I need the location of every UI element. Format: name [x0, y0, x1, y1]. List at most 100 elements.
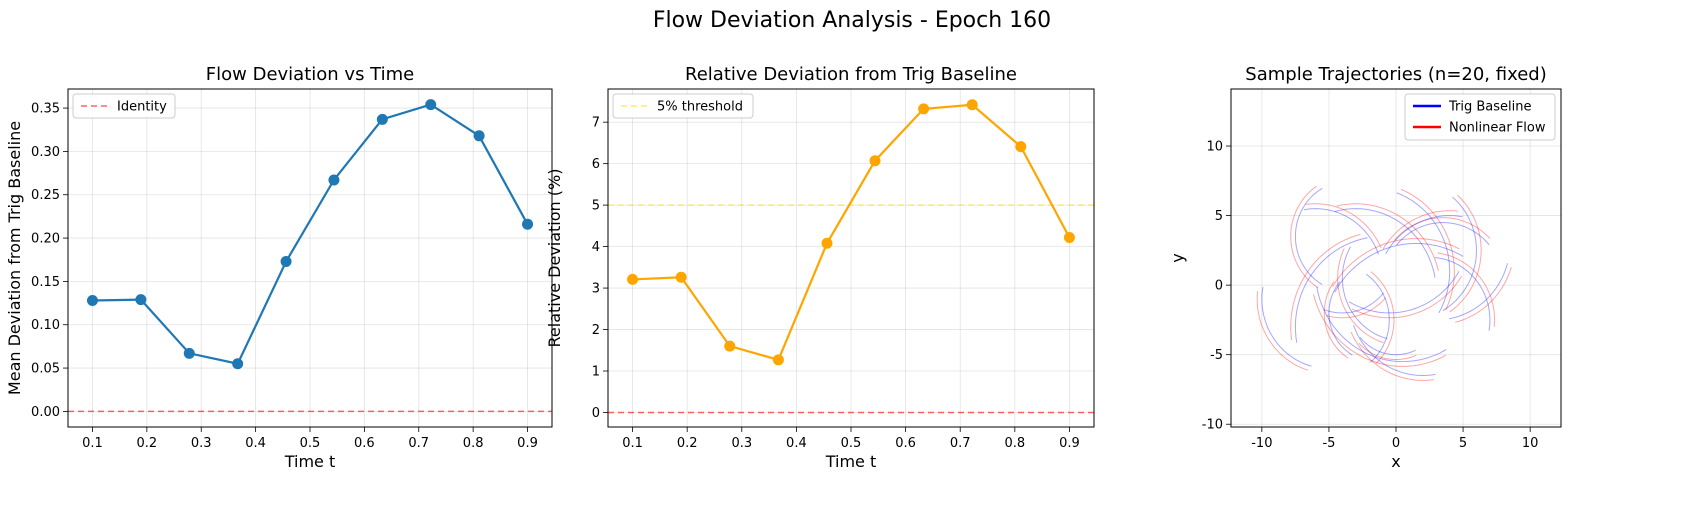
y-tick-label: 4: [592, 240, 600, 255]
trig-baseline-trajectory: [1294, 187, 1323, 286]
y-tick-label: 0.20: [31, 232, 60, 247]
nonlinear-flow-trajectory: [1290, 185, 1319, 289]
y-tick-label: -10: [1202, 418, 1223, 433]
x-tick-label: 0.1: [622, 436, 643, 451]
y-tick-label: -5: [1210, 348, 1223, 363]
nonlinear-flow-trajectory: [1337, 248, 1384, 344]
nonlinear-flow-trajectory: [1332, 238, 1460, 287]
legend-label: Nonlinear Flow: [1449, 121, 1546, 136]
data-point: [724, 340, 736, 352]
trajectory-group: [1256, 185, 1512, 381]
trig-baseline-trajectory: [1385, 215, 1463, 255]
nonlinear-flow-trajectory: [1358, 342, 1417, 360]
panel-sample-trajectories: -10 -5 0 5 10 -10 -5 0 5 10 Sample Trajectories (n…: [1168, 64, 1562, 471]
nonlinear-flow-trajectory: [1382, 210, 1458, 250]
flow-deviation-x-axis-label: Time t: [284, 452, 336, 471]
x-tick-label: 0.5: [841, 436, 862, 451]
data-point: [1063, 231, 1075, 243]
y-tick-label: 0.25: [31, 188, 60, 203]
relative-deviation-x-axis-label: Time t: [825, 452, 877, 471]
series-line: [92, 103, 529, 365]
nonlinear-flow-trajectory: [1449, 194, 1482, 313]
trajectories-y-axis-label: y: [1168, 253, 1187, 262]
trig-baseline-trajectory: [1261, 286, 1312, 367]
trig-baseline-trajectory: [1434, 257, 1491, 331]
x-tick-label: 0.2: [677, 436, 698, 451]
legend-box: [72, 93, 176, 119]
trig-baseline-trajectory: [1334, 242, 1464, 293]
trig-baseline-trajectory: [1303, 208, 1379, 255]
series-line: [632, 103, 1071, 362]
figure-title: Flow Deviation Analysis - Epoch 160: [653, 8, 1051, 33]
flow-deviation-y-axis-label: Mean Deviation from Trig Baseline: [5, 121, 24, 395]
data-point: [675, 271, 687, 283]
y-tick-label: 0: [1215, 279, 1223, 294]
trig-baseline-trajectory: [1341, 246, 1388, 340]
x-tick-label: -5: [1322, 436, 1335, 451]
y-tick-label: 0.10: [31, 318, 60, 333]
y-tick-label: 3: [592, 282, 600, 297]
nonlinear-flow-trajectory: [1400, 188, 1455, 311]
y-tick-label: 0.15: [31, 275, 60, 290]
nonlinear-flow-trajectory: [1256, 291, 1309, 371]
axes-frame: [1230, 88, 1562, 428]
data-point: [425, 99, 437, 111]
nonlinear-flow-trajectory: [1313, 294, 1447, 367]
data-point: [627, 273, 639, 285]
trig-baseline-trajectory: [1396, 221, 1490, 246]
x-tick-label: 0.5: [300, 436, 321, 451]
y-tick-label: 0.30: [31, 145, 60, 160]
data-point: [183, 347, 195, 359]
trajectories-title: Sample Trajectories (n=20, fixed): [1245, 64, 1546, 85]
trig-baseline-trajectory: [1353, 325, 1436, 377]
axes-frame: [67, 88, 553, 428]
nonlinear-flow-trajectory: [1323, 281, 1349, 359]
data-point: [772, 354, 784, 366]
nonlinear-flow-trajectory: [1394, 217, 1491, 241]
nonlinear-flow-trajectory: [1336, 203, 1439, 271]
trig-baseline-trajectory: [1316, 286, 1447, 363]
x-tick-label: 0: [1392, 436, 1400, 451]
y-tick-label: 0.00: [31, 405, 60, 420]
x-tick-label: 0.6: [895, 436, 916, 451]
y-tick-label: 6: [592, 157, 600, 172]
trig-baseline-trajectory: [1348, 270, 1460, 314]
panel-flow-deviation: 0.1 0.2 0.3 0.4 0.5 0.6 0.7 0.8 0.9 0.00 0.05 0.10 0…: [5, 64, 553, 471]
legend-label: Trig Baseline: [1448, 100, 1532, 115]
data-point: [1015, 141, 1027, 153]
y-tick-label: 2: [592, 323, 600, 338]
x-tick-label: 5: [1459, 436, 1467, 451]
y-tick-label: 7: [592, 116, 600, 131]
trig-baseline-trajectory: [1294, 237, 1368, 343]
x-tick-label: 0.1: [82, 436, 103, 451]
data-point: [376, 113, 388, 125]
trig-baseline-trajectory: [1448, 263, 1508, 320]
relative-deviation-y-axis-label: Relative Deviation (%): [545, 169, 564, 348]
y-tick-label: 1: [592, 365, 600, 380]
axes-frame: [607, 88, 1095, 428]
x-tick-label: 0.4: [786, 436, 807, 451]
data-point: [869, 155, 881, 167]
x-tick-label: 0.7: [950, 436, 971, 451]
y-tick-label: 5: [592, 199, 600, 214]
nonlinear-flow-trajectory: [1305, 203, 1382, 249]
trig-baseline-trajectory: [1396, 192, 1451, 314]
x-tick-label: 0.8: [463, 436, 484, 451]
y-tick-label: 0.35: [31, 102, 60, 117]
trig-baseline-trajectory: [1323, 292, 1384, 314]
x-tick-label: 0.3: [191, 436, 212, 451]
x-tick-label: -10: [1251, 436, 1272, 451]
data-point: [918, 103, 930, 115]
legend-label: 5% threshold: [657, 100, 743, 115]
y-tick-label: 0.05: [31, 362, 60, 377]
x-tick-label: 0.4: [245, 436, 266, 451]
nonlinear-flow-trajectory: [1370, 271, 1395, 364]
y-tick-label: 10: [1206, 140, 1223, 155]
data-point: [473, 130, 485, 142]
x-tick-label: 0.9: [517, 436, 538, 451]
x-tick-label: 0.3: [731, 436, 752, 451]
data-point: [522, 218, 534, 230]
data-point: [966, 99, 978, 111]
legend-label: Identity: [117, 100, 167, 115]
